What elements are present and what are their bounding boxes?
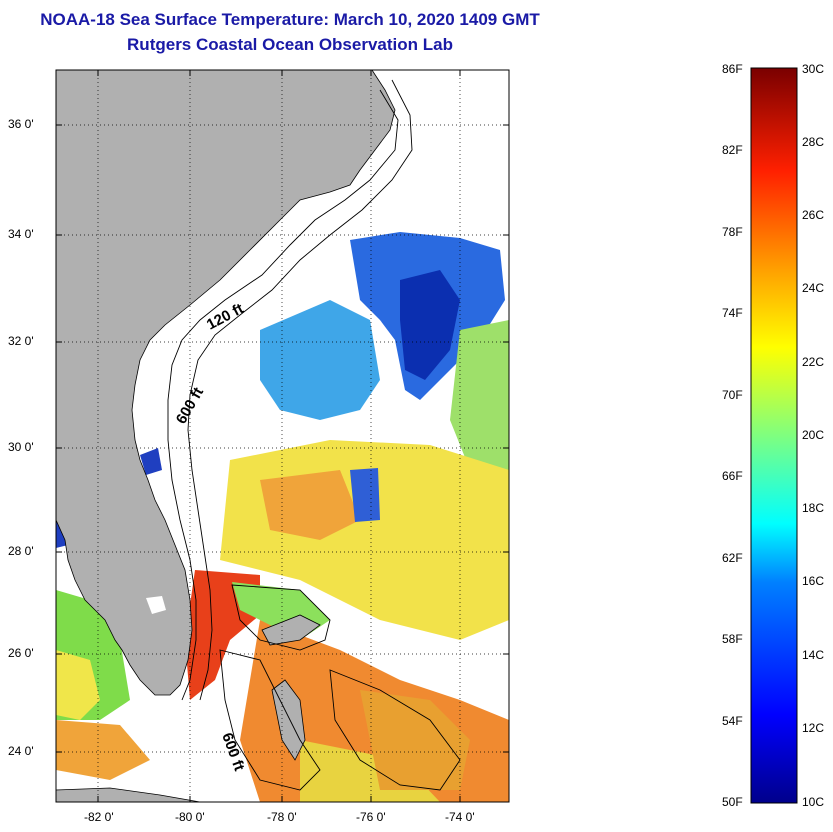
colorbar-c-label: 30C bbox=[802, 62, 825, 76]
lat-label: 30 0' bbox=[8, 440, 34, 454]
colorbar-f-label: 82F bbox=[722, 143, 743, 157]
lat-label: 32 0' bbox=[8, 334, 34, 348]
contour-south bbox=[219, 649, 321, 791]
lat-label: 26 0' bbox=[8, 646, 34, 660]
lon-label: -82 0' bbox=[84, 810, 114, 824]
contour-120ft bbox=[167, 89, 399, 701]
axis-ticks bbox=[56, 70, 509, 802]
colorbar-f-label: 70F bbox=[722, 388, 743, 402]
lon-label: -76 0' bbox=[356, 810, 386, 824]
bahamas-island-3 bbox=[56, 787, 201, 802]
colorbar-f-label: 66F bbox=[722, 469, 743, 483]
map-title: NOAA-18 Sea Surface Temperature: March 1… bbox=[40, 10, 540, 29]
contour-600ft bbox=[187, 79, 413, 701]
colorbar-c-label: 12C bbox=[802, 721, 825, 735]
colorbar-c-label: 14C bbox=[802, 648, 825, 662]
colorbar-c-label: 10C bbox=[802, 795, 825, 809]
colorbar-f-label: 74F bbox=[722, 306, 743, 320]
colorbar-c-label: 28C bbox=[802, 135, 825, 149]
contour-bank bbox=[231, 584, 331, 651]
land-mass bbox=[56, 70, 396, 696]
lat-label: 36 0' bbox=[8, 117, 34, 131]
sst-patches bbox=[56, 232, 509, 802]
colorbar-c-label: 26C bbox=[802, 208, 825, 222]
sst-patch-cold-ga bbox=[140, 448, 162, 475]
lat-label: 24 0' bbox=[8, 744, 34, 758]
colorbar-c-label: 16C bbox=[802, 574, 825, 588]
lon-label: -78 0' bbox=[267, 810, 297, 824]
sst-patch-green-east bbox=[450, 320, 509, 470]
lake-okeechobee bbox=[146, 596, 166, 614]
bathymetry-contours bbox=[167, 79, 461, 791]
lon-label: -74 0' bbox=[445, 810, 475, 824]
sst-patch-orange-gulf bbox=[56, 720, 150, 780]
colorbar-f-label: 62F bbox=[722, 551, 743, 565]
sst-patch-orange-mid bbox=[260, 470, 360, 540]
contour-east bbox=[329, 669, 461, 791]
colorbar-f-label: 86F bbox=[722, 62, 743, 76]
sst-patch-warm-south bbox=[360, 690, 470, 790]
sst-patch-yellow-gulf bbox=[56, 650, 100, 720]
colorbar-c-label: 24C bbox=[802, 281, 825, 295]
colorbar-c-label: 18C bbox=[802, 501, 825, 515]
lat-label: 28 0' bbox=[8, 544, 34, 558]
lon-label: -80 0' bbox=[175, 810, 205, 824]
colorbar-f-label: 50F bbox=[722, 795, 743, 809]
colorbar-c-label: 20C bbox=[802, 428, 825, 442]
lat-label: 34 0' bbox=[8, 227, 34, 241]
map-subtitle: Rutgers Coastal Ocean Observation Lab bbox=[127, 35, 453, 54]
colorbar-f-label: 54F bbox=[722, 714, 743, 728]
colorbar bbox=[750, 67, 798, 804]
sst-patch-cold-core bbox=[400, 270, 460, 380]
colorbar-f-label: 58F bbox=[722, 632, 743, 646]
sst-patch-cool bbox=[260, 300, 380, 420]
colorbar-c-label: 22C bbox=[802, 355, 825, 369]
sst-patch-cold-strip bbox=[350, 468, 380, 522]
colorbar-f-label: 78F bbox=[722, 225, 743, 239]
